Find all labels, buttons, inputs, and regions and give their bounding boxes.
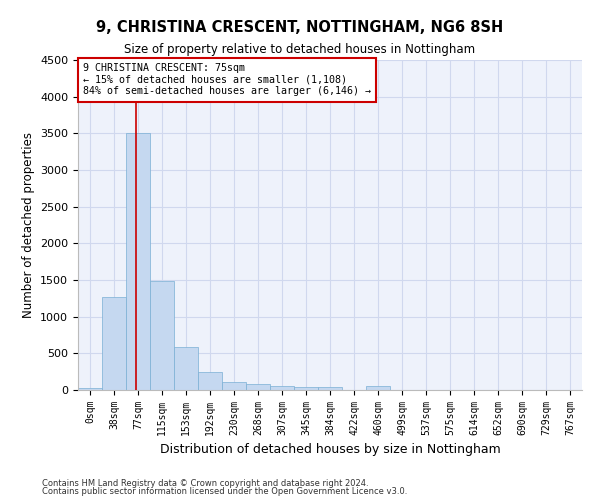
Bar — [270, 386, 294, 390]
Bar — [174, 348, 198, 390]
Bar — [318, 388, 342, 390]
Bar — [102, 297, 126, 390]
Bar — [294, 388, 318, 390]
Text: 9, CHRISTINA CRESCENT, NOTTINGHAM, NG6 8SH: 9, CHRISTINA CRESCENT, NOTTINGHAM, NG6 8… — [97, 20, 503, 35]
X-axis label: Distribution of detached houses by size in Nottingham: Distribution of detached houses by size … — [160, 444, 500, 456]
Bar — [198, 372, 222, 390]
Bar — [366, 386, 390, 390]
Bar — [246, 384, 270, 390]
Text: Contains public sector information licensed under the Open Government Licence v3: Contains public sector information licen… — [42, 487, 407, 496]
Text: 9 CHRISTINA CRESCENT: 75sqm
← 15% of detached houses are smaller (1,108)
84% of : 9 CHRISTINA CRESCENT: 75sqm ← 15% of det… — [83, 64, 371, 96]
Text: Size of property relative to detached houses in Nottingham: Size of property relative to detached ho… — [124, 42, 476, 56]
Y-axis label: Number of detached properties: Number of detached properties — [22, 132, 35, 318]
Bar — [126, 134, 150, 390]
Text: Contains HM Land Registry data © Crown copyright and database right 2024.: Contains HM Land Registry data © Crown c… — [42, 478, 368, 488]
Bar — [150, 282, 174, 390]
Bar — [78, 388, 102, 390]
Bar — [222, 382, 246, 390]
